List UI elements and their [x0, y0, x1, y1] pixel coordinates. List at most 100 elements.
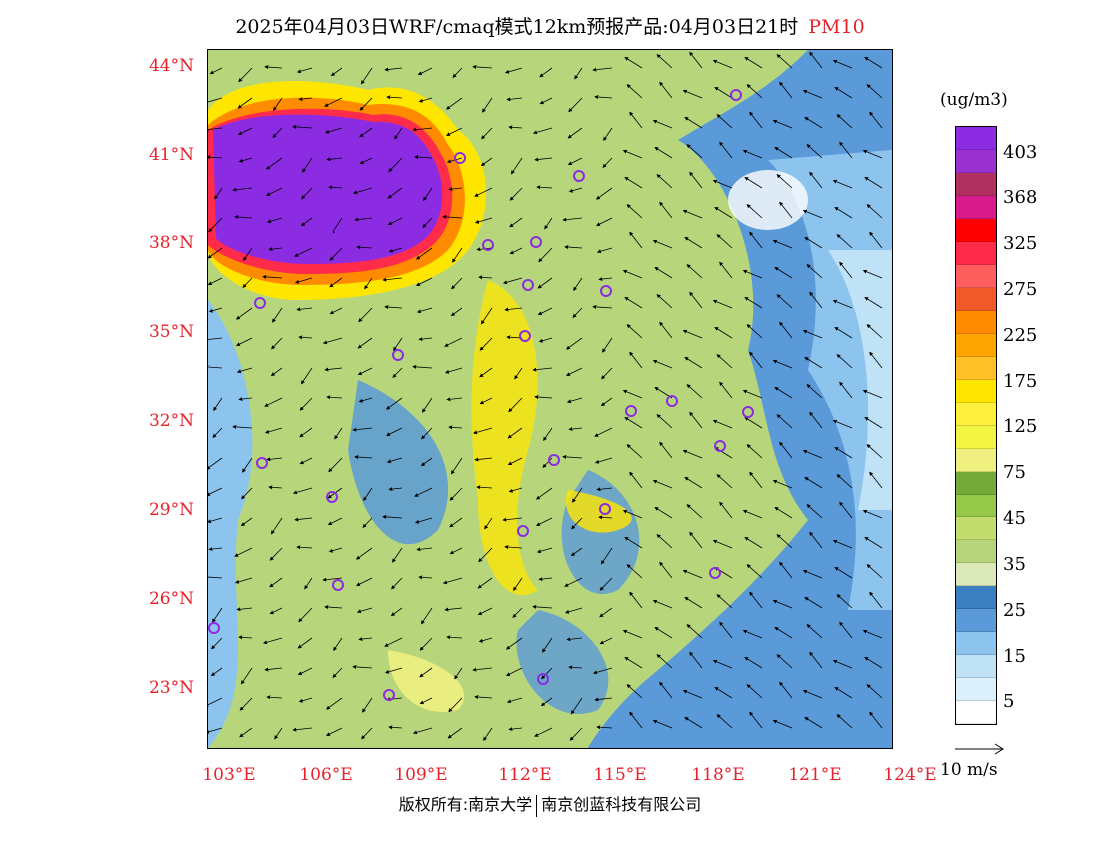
wind-arrow	[449, 517, 463, 528]
wind-arrow	[532, 367, 553, 372]
wind-arrow	[394, 127, 403, 140]
legend-color-swatch	[956, 494, 996, 518]
wind-arrow	[234, 547, 253, 557]
wind-arrow	[712, 179, 733, 189]
city-marker	[742, 406, 754, 418]
wind-arrow	[592, 67, 613, 72]
wind-arrow	[719, 501, 733, 519]
wind-arrow	[682, 329, 703, 339]
wind-arrow	[420, 457, 433, 467]
wind-arrow	[474, 187, 493, 197]
wind-arrow	[445, 127, 463, 136]
legend-label-368: 368	[1003, 187, 1038, 208]
wind-arrow	[839, 381, 853, 399]
wind-arrow	[592, 304, 613, 309]
wind-arrow	[208, 457, 223, 470]
wind-arrow	[412, 127, 433, 132]
city-marker	[254, 297, 266, 309]
wind-arrow	[502, 517, 523, 522]
lat-label-35: 35°N	[148, 322, 194, 342]
wind-arrow	[626, 324, 643, 339]
city-marker	[666, 395, 678, 407]
wind-arrow	[236, 367, 253, 374]
wind-arrow	[562, 454, 583, 459]
wind-arrow	[652, 719, 673, 729]
wind-arrow	[442, 214, 463, 219]
wind-arrow	[684, 716, 703, 729]
wind-arrow	[327, 517, 343, 525]
wind-arrow	[262, 274, 283, 279]
wind-arrow	[659, 441, 673, 459]
wind-arrow	[329, 247, 343, 261]
wind-arrow	[742, 629, 763, 639]
wind-arrow	[324, 367, 343, 372]
wind-arrow	[712, 299, 733, 309]
wind-arrow	[358, 397, 373, 403]
wind-arrow	[480, 307, 493, 325]
wind-arrow	[326, 395, 343, 400]
wind-arrow	[506, 97, 523, 102]
wind-arrow	[208, 487, 223, 496]
lon-label-121: 121°E	[788, 765, 842, 785]
city-marker	[625, 405, 637, 417]
wind-arrow	[479, 397, 493, 405]
central-pollution-band	[471, 280, 538, 596]
city-marker	[517, 525, 529, 537]
wind-arrow	[446, 397, 463, 402]
wind-arrow	[241, 487, 253, 500]
wind-arrow	[654, 506, 673, 519]
wind-arrow	[534, 727, 553, 737]
wind-arrow	[594, 427, 613, 437]
legend-color-swatch	[956, 402, 996, 426]
wind-arrow	[566, 397, 583, 404]
wind-arrow	[448, 187, 463, 192]
copyright-left: 版权所有:南京大学	[398, 795, 533, 814]
wind-arrow	[534, 395, 553, 400]
wind-arrow	[384, 667, 403, 674]
wind-arrow	[774, 146, 793, 159]
wind-arrow	[568, 97, 583, 113]
wind-arrow	[540, 697, 553, 707]
wind-arrow	[572, 307, 583, 318]
wind-arrow	[659, 561, 673, 579]
legend-label-125: 125	[1003, 416, 1038, 437]
legend-color-swatch	[956, 127, 996, 150]
copyright-right: 南京创蓝科技有限公司	[541, 795, 702, 814]
wind-arrow	[776, 414, 793, 429]
wind-arrow	[599, 637, 613, 645]
wind-arrow	[629, 111, 643, 129]
wind-arrow	[363, 487, 373, 502]
wind-arrow	[268, 247, 283, 252]
wind-arrow	[624, 416, 643, 429]
wind-arrow	[654, 146, 673, 159]
wind-arrow	[629, 471, 643, 489]
wind-arrow	[208, 727, 223, 734]
wind-arrow	[359, 157, 373, 165]
wind-arrow	[273, 97, 283, 112]
wind-arrow	[322, 337, 343, 345]
wind-arrow	[269, 547, 283, 561]
wind-arrow	[208, 307, 223, 313]
wind-arrow	[832, 539, 853, 549]
legend-color-swatch	[956, 609, 996, 633]
wind-arrow	[237, 127, 253, 135]
wind-arrow	[776, 174, 793, 189]
wind-arrow	[772, 239, 793, 249]
wind-arrow	[567, 127, 583, 139]
wind-arrow	[359, 127, 373, 138]
wind-arrow	[300, 367, 313, 385]
wind-arrow	[234, 577, 253, 584]
wind-arrow	[386, 457, 403, 464]
wind-arrow	[392, 547, 403, 563]
wind-arrow	[384, 305, 403, 310]
wind-arrow	[208, 247, 223, 259]
wind-arrow	[265, 187, 283, 196]
wind-arrow	[356, 245, 373, 250]
wind-arrow	[208, 576, 223, 579]
wind-arrow	[269, 577, 283, 588]
wind-arrow	[264, 667, 283, 672]
wind-arrow	[477, 607, 493, 615]
wind-arrow	[416, 307, 433, 314]
wind-arrow	[622, 149, 643, 159]
wind-arrow	[712, 419, 733, 429]
